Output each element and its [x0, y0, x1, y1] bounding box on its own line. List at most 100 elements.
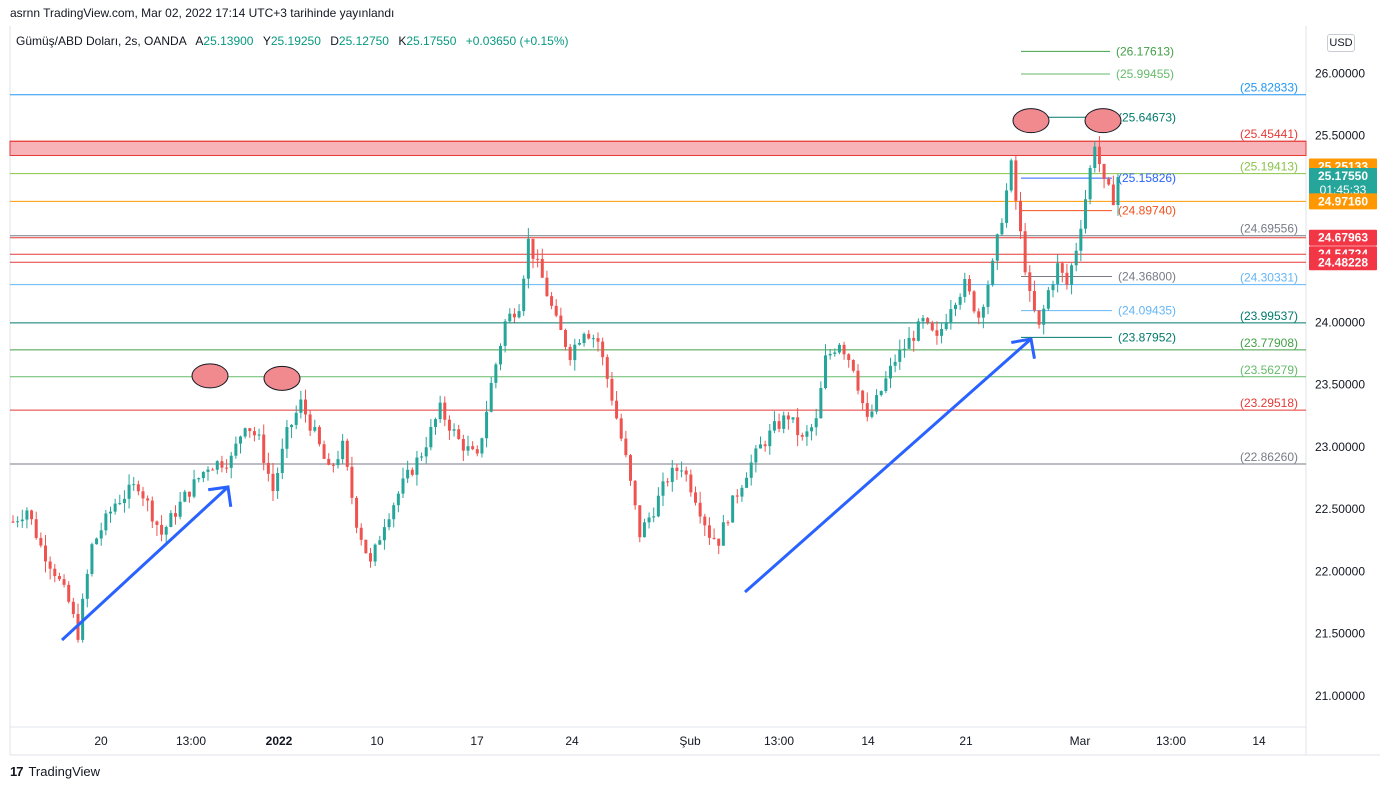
- candle-body: [225, 467, 229, 469]
- candle-body: [146, 498, 150, 501]
- candle-body: [508, 313, 512, 322]
- candle-body: [833, 352, 837, 354]
- candle-body: [20, 519, 24, 522]
- candle-body: [526, 238, 530, 279]
- candle-body: [141, 491, 145, 499]
- candle-body: [1084, 199, 1087, 229]
- x-tick-label: 14: [861, 734, 875, 748]
- candle-body: [926, 318, 930, 323]
- candle-body: [1032, 291, 1036, 311]
- level-label: (25.45441): [1240, 127, 1298, 141]
- price-badge: [1309, 193, 1377, 210]
- candle-body: [1028, 272, 1032, 292]
- currency-button[interactable]: USD: [1327, 34, 1355, 52]
- y-tick-label: 25.50000: [1315, 129, 1365, 143]
- candle-body: [652, 516, 656, 518]
- candle-body: [958, 296, 962, 305]
- candle-body: [865, 403, 869, 417]
- candle-body: [1107, 178, 1111, 185]
- candle-body: [814, 418, 818, 428]
- price-badge: [1309, 254, 1377, 271]
- candle-body: [406, 469, 410, 479]
- candle-body: [489, 382, 493, 412]
- level-label: (22.86260): [1240, 450, 1298, 464]
- x-tick-label: 24: [565, 734, 579, 748]
- y-tick-label: 24.00000: [1315, 315, 1365, 329]
- candle-body: [494, 364, 498, 383]
- candle-body: [577, 342, 581, 345]
- candle-body: [95, 538, 99, 545]
- candle-body: [248, 428, 252, 432]
- symbol-legend: Gümüş/ABD Doları, 2s, OANDA A25.13900 Y2…: [16, 34, 569, 48]
- candle-body: [559, 315, 563, 331]
- candle-body: [155, 521, 159, 525]
- candle-body: [104, 513, 108, 531]
- candle-body: [62, 579, 66, 585]
- candle-body: [341, 440, 345, 460]
- candle-body: [387, 519, 391, 528]
- candle-body: [280, 448, 284, 474]
- candle-body: [378, 540, 382, 545]
- candle-body: [485, 411, 489, 439]
- candle-body: [810, 427, 814, 432]
- candle-body: [726, 522, 730, 524]
- candle-body: [1088, 167, 1092, 200]
- candle-body: [48, 561, 52, 569]
- footer: 17 TradingView: [10, 764, 100, 779]
- candle-body: [169, 513, 173, 527]
- publish-info: asrnn TradingView.com, Mar 02, 2022 17:1…: [10, 6, 395, 20]
- candle-body: [132, 484, 136, 486]
- candle-body: [1102, 164, 1106, 179]
- candle-body: [229, 455, 233, 468]
- price-badge: [1309, 229, 1377, 246]
- fib-label: (24.36800): [1118, 270, 1176, 284]
- candle-body: [234, 443, 238, 456]
- candle-body: [1079, 228, 1083, 251]
- level-label: (24.69556): [1240, 222, 1298, 236]
- candle-body: [805, 431, 809, 437]
- open-value: 25.13900: [203, 34, 254, 48]
- candle-body: [220, 461, 224, 468]
- trend-arrow-head: [207, 485, 233, 508]
- candle-body: [373, 544, 377, 562]
- fib-label: (23.87952): [1118, 330, 1176, 344]
- low-value: 25.12750: [338, 34, 389, 48]
- level-label: (23.56279): [1240, 363, 1298, 377]
- candle-body: [480, 438, 484, 454]
- level-label: (23.99537): [1240, 309, 1298, 323]
- candle-body: [71, 601, 75, 614]
- close-value: 25.17550: [406, 34, 457, 48]
- candle-body: [211, 469, 215, 471]
- candle-body: [1046, 290, 1050, 309]
- candle-body: [842, 344, 846, 355]
- candle-body: [136, 484, 140, 492]
- level-label: (24.30331): [1240, 271, 1298, 285]
- x-tick-label: 10: [370, 734, 384, 748]
- candle-body: [16, 521, 20, 523]
- candle-body: [322, 444, 326, 459]
- candle-body: [916, 321, 920, 341]
- candle-body: [127, 484, 131, 499]
- candle-body: [550, 296, 554, 306]
- candle-body: [382, 527, 386, 541]
- candle-body: [1014, 160, 1018, 201]
- candle-body: [721, 522, 725, 546]
- candle-body: [1056, 263, 1060, 285]
- candle-body: [907, 337, 911, 349]
- y-tick-label: 21.50000: [1315, 627, 1365, 641]
- candle-body: [856, 370, 860, 391]
- candle-body: [972, 291, 976, 312]
- candle-body: [754, 448, 758, 463]
- y-tick-label: 23.50000: [1315, 378, 1365, 392]
- candle-body: [587, 333, 591, 339]
- candle-body: [471, 446, 475, 450]
- candle-body: [656, 495, 660, 517]
- candle-body: [350, 466, 354, 498]
- candle-body: [898, 349, 902, 362]
- x-tick-label: 13:00: [1156, 734, 1186, 748]
- candle-body: [661, 481, 665, 496]
- candle-body: [160, 524, 164, 535]
- candle-body: [299, 399, 303, 413]
- candle-body: [893, 361, 897, 366]
